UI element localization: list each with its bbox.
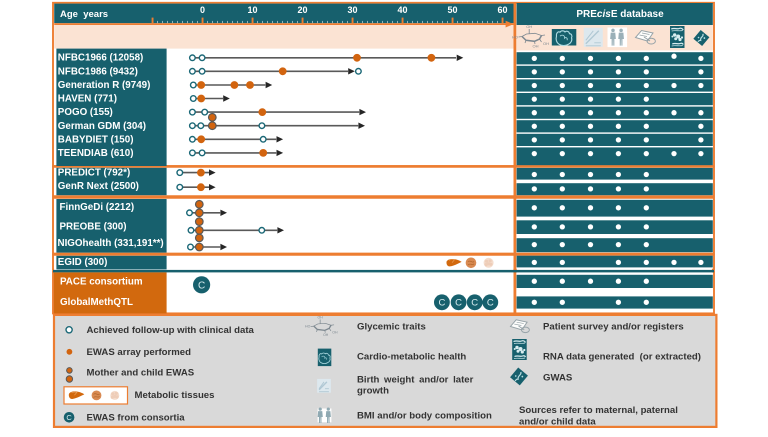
svg-text:BABYDIET (150): BABYDIET (150) — [58, 135, 134, 146]
svg-text:FinnGeDi (2212): FinnGeDi (2212) — [60, 202, 135, 213]
svg-text:Achieved follow-up with clinic: Achieved follow-up with clinical data — [87, 325, 255, 336]
svg-text:OH: OH — [533, 44, 539, 49]
svg-text:GlobalMethQTL: GlobalMethQTL — [60, 297, 133, 308]
svg-text:HO: HO — [305, 325, 311, 329]
svg-text:HO: HO — [512, 34, 518, 39]
svg-text:GWAS: GWAS — [543, 373, 573, 384]
svg-text:50: 50 — [447, 5, 457, 15]
svg-text:Sources refer to maternal, pat: Sources refer to maternal, paternal — [519, 405, 678, 416]
svg-text:TEENDIAB (610): TEENDIAB (610) — [58, 148, 134, 159]
svg-text:30: 30 — [347, 5, 357, 15]
svg-text:20: 20 — [297, 5, 307, 15]
svg-text:German GDM (304): German GDM (304) — [58, 121, 146, 132]
svg-text:Glycemic traits: Glycemic traits — [357, 322, 426, 333]
svg-text:C: C — [66, 413, 72, 422]
svg-text:GenR Next (2500): GenR Next (2500) — [58, 181, 139, 192]
svg-text:Metabolic tissues: Metabolic tissues — [135, 390, 215, 401]
svg-text:Mother and child EWAS: Mother and child EWAS — [87, 368, 195, 379]
svg-text:EWAS from consortia: EWAS from consortia — [87, 413, 186, 424]
svg-text:OH: OH — [332, 331, 338, 335]
svg-text:PREOBE (300): PREOBE (300) — [60, 222, 127, 233]
svg-text:growth: growth — [357, 386, 389, 397]
svg-text:PREDICT (792*): PREDICT (792*) — [58, 168, 130, 179]
svg-text:C: C — [487, 298, 494, 309]
svg-text:NFBC1966 (12058): NFBC1966 (12058) — [58, 53, 144, 64]
svg-text:Generation R (9749): Generation R (9749) — [58, 80, 151, 91]
svg-text:OH: OH — [323, 333, 329, 337]
svg-text:RNA data generated (or extrac: RNA data generated (or extracted) — [543, 352, 701, 363]
svg-text:Age years: Age years — [60, 9, 108, 20]
svg-text:BMI and/or body composition: BMI and/or body composition — [357, 411, 492, 422]
svg-text:40: 40 — [397, 5, 407, 15]
svg-text:OH: OH — [526, 24, 532, 29]
svg-text:10: 10 — [247, 5, 257, 15]
svg-text:and/or child data: and/or child data — [519, 417, 596, 428]
svg-text:EGID (300): EGID (300) — [58, 257, 108, 268]
svg-text:0: 0 — [200, 5, 205, 15]
svg-text:Birth weight and/or later: Birth weight and/or later — [357, 375, 474, 386]
svg-text:60: 60 — [497, 5, 507, 15]
svg-text:POGO (155): POGO (155) — [58, 107, 113, 118]
svg-text:OH: OH — [543, 41, 549, 46]
svg-text:PREcisE database: PREcisE database — [576, 9, 664, 20]
svg-text:C: C — [198, 280, 205, 291]
svg-text:HAVEN (771): HAVEN (771) — [58, 94, 117, 105]
svg-text:Cardio-metabolic health: Cardio-metabolic health — [357, 352, 466, 363]
svg-text:C: C — [438, 298, 445, 309]
svg-text:C: C — [471, 298, 478, 309]
svg-text:C: C — [455, 298, 462, 309]
svg-text:PACE consortium: PACE consortium — [60, 277, 143, 288]
svg-text:NIGOhealth (331,191**): NIGOhealth (331,191**) — [58, 238, 164, 249]
svg-text:EWAS array performed: EWAS array performed — [87, 347, 192, 358]
svg-text:NFBC1986 (9432): NFBC1986 (9432) — [58, 66, 138, 77]
svg-text:OH: OH — [318, 316, 324, 320]
svg-text:Patient survey and/or register: Patient survey and/or registers — [543, 322, 684, 333]
